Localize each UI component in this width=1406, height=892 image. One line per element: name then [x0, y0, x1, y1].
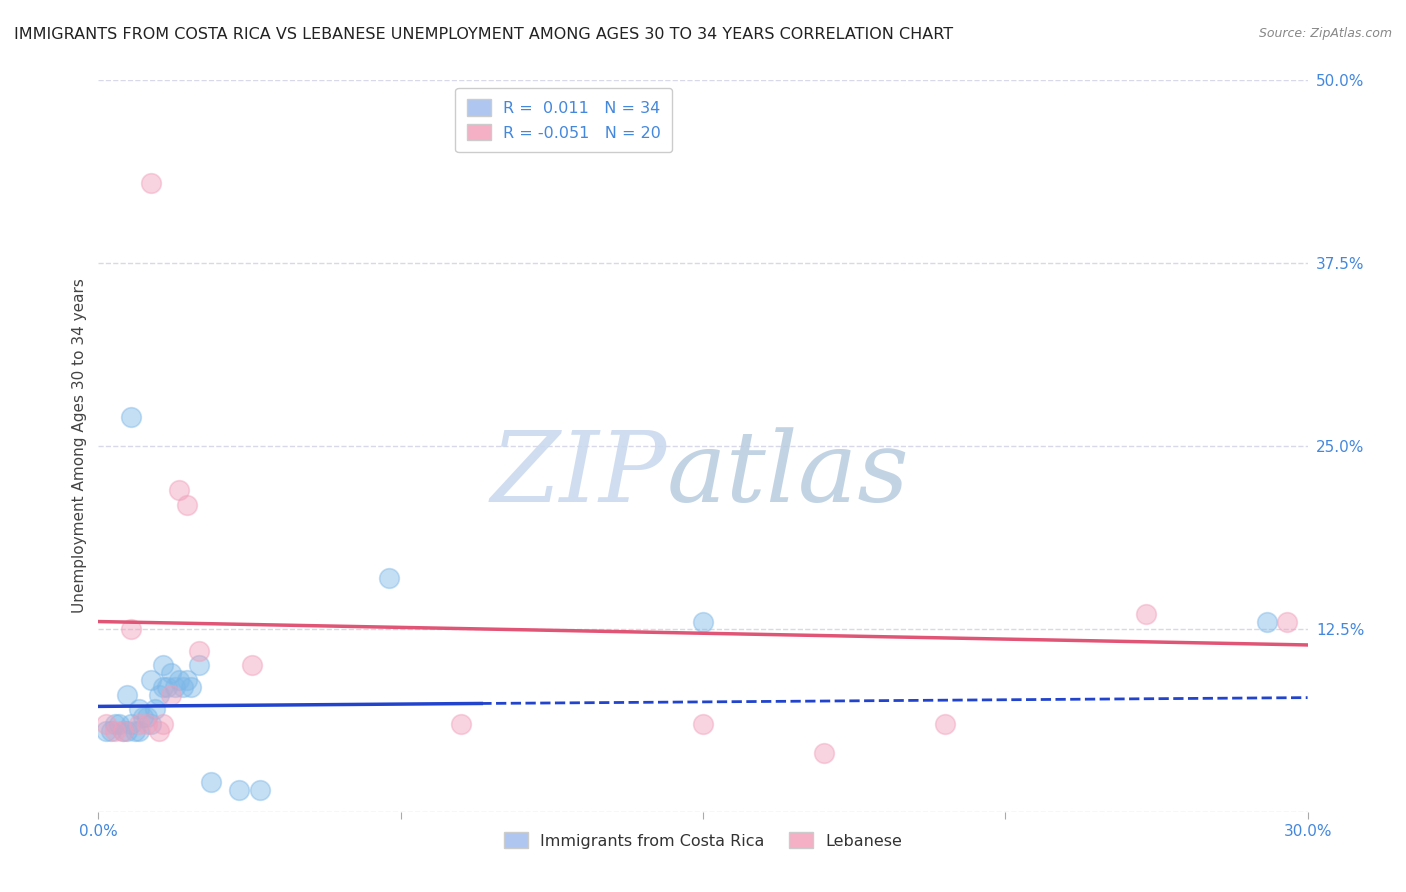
Point: [176, 673, 198, 687]
Point: [692, 717, 714, 731]
Point: [128, 702, 150, 716]
Point: [180, 681, 202, 695]
Point: [172, 681, 194, 695]
Point: [249, 782, 271, 797]
Point: [240, 658, 263, 673]
Point: [132, 709, 155, 723]
Text: Source: ZipAtlas.com: Source: ZipAtlas.com: [1258, 27, 1392, 40]
Point: [152, 717, 174, 731]
Legend: Immigrants from Costa Rica, Lebanese: Immigrants from Costa Rica, Lebanese: [498, 826, 908, 855]
Point: [160, 688, 183, 702]
Text: atlas: atlas: [666, 427, 910, 523]
Point: [128, 724, 150, 739]
Y-axis label: Unemployment Among Ages 30 to 34 years: Unemployment Among Ages 30 to 34 years: [72, 278, 87, 614]
Point: [1256, 615, 1278, 629]
Point: [152, 658, 174, 673]
Point: [96, 724, 118, 739]
Point: [107, 717, 129, 731]
Point: [148, 688, 170, 702]
Point: [160, 665, 183, 680]
Point: [934, 717, 956, 731]
Point: [120, 622, 142, 636]
Point: [1135, 607, 1157, 622]
Point: [103, 717, 125, 731]
Point: [188, 644, 211, 658]
Point: [200, 775, 222, 789]
Point: [188, 658, 211, 673]
Point: [103, 724, 125, 739]
Point: [152, 681, 174, 695]
Point: [124, 724, 146, 739]
Point: [115, 724, 138, 739]
Point: [1277, 615, 1299, 629]
Text: IMMIGRANTS FROM COSTA RICA VS LEBANESE UNEMPLOYMENT AMONG AGES 30 TO 34 YEARS CO: IMMIGRANTS FROM COSTA RICA VS LEBANESE U…: [14, 27, 953, 42]
Point: [111, 724, 134, 739]
Point: [139, 717, 162, 731]
Point: [135, 717, 157, 731]
Point: [167, 673, 190, 687]
Point: [813, 746, 835, 760]
Point: [135, 709, 157, 723]
Point: [96, 717, 118, 731]
Point: [148, 724, 170, 739]
Point: [120, 409, 142, 424]
Point: [176, 498, 198, 512]
Text: ZIP: ZIP: [491, 427, 666, 523]
Point: [120, 717, 142, 731]
Point: [167, 483, 190, 497]
Point: [692, 615, 714, 629]
Point: [100, 724, 122, 739]
Point: [228, 782, 250, 797]
Point: [377, 571, 399, 585]
Point: [143, 702, 166, 716]
Point: [163, 681, 186, 695]
Point: [450, 717, 472, 731]
Point: [115, 688, 138, 702]
Point: [111, 724, 134, 739]
Point: [128, 717, 150, 731]
Point: [139, 176, 162, 190]
Point: [139, 673, 162, 687]
Point: [156, 681, 179, 695]
